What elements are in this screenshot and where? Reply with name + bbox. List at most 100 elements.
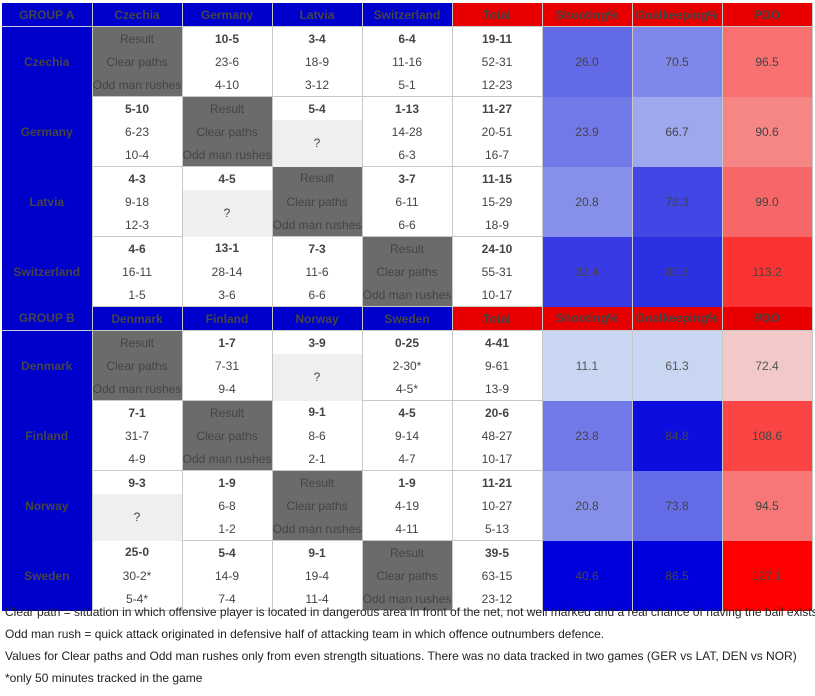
stat-cell: 11-6 — [272, 260, 363, 283]
total-stat-cell: 20-51 — [452, 120, 543, 143]
column-header-3: Switzerland — [362, 3, 453, 27]
stat-cell: 14-9 — [182, 564, 273, 587]
group-title: GROUP B — [2, 306, 93, 331]
stat-cell: 12-3 — [92, 213, 183, 237]
stat-cell: 6-3 — [362, 143, 453, 167]
row-label: Clear paths — [362, 260, 453, 283]
result-cell: 1-9 — [362, 470, 453, 494]
table-row: Odd man rushes 4-10 3-12 5-1 12-23 — [2, 73, 812, 97]
shooting-cell: 40.6 — [542, 540, 633, 611]
pdo-cell: 108.6 — [722, 400, 813, 471]
result-cell: 4-5 — [182, 166, 273, 190]
column-header-1: Finland — [182, 306, 273, 331]
row-label: Result — [272, 166, 363, 190]
row-label: Odd man rushes — [272, 213, 363, 237]
table-row: Odd man rushes 9-4 4-5* 13-9 — [2, 377, 812, 401]
stat-cell: 6-6 — [272, 283, 363, 307]
pdo-cell: 90.6 — [722, 96, 813, 167]
total-stat-cell: 12-23 — [452, 73, 543, 97]
stat-cell: 1-5 — [92, 283, 183, 307]
team-name: Finland — [2, 400, 93, 471]
team-name: Germany — [2, 96, 93, 167]
total-stat-cell: 5-13 — [452, 517, 543, 541]
table-row: Denmark Result 1-7 3-9 0-25 4-41 11.1 61.3 72.4 — [2, 330, 813, 401]
total-result-cell: 11-27 — [452, 96, 543, 120]
result-cell: 7-1 — [92, 400, 183, 424]
stat-cell: 4-10 — [182, 73, 273, 97]
stat-cell: 3-12 — [272, 73, 363, 97]
metric-header-0: Shooting% — [542, 3, 633, 27]
table-row: 1-5 3-6 6-6 Odd man rushes 10-17 — [2, 283, 812, 307]
metric-header-2: PDO — [722, 3, 813, 27]
footnotes: Clear path = situation in which offensiv… — [5, 601, 815, 689]
table-row: 12-3 Odd man rushes 6-6 18-9 — [2, 213, 812, 237]
team-name: Denmark — [2, 330, 93, 401]
stat-cell: 4-11 — [362, 517, 453, 541]
team-name: Latvia — [2, 166, 93, 237]
missing-data-cell: ? — [182, 190, 273, 237]
table-row: 5-4* 7-4 11-4 Odd man rushes 23-12 — [2, 587, 812, 611]
row-label: Result — [92, 26, 183, 50]
stat-cell: 2-1 — [272, 447, 363, 471]
column-header-0: Denmark — [92, 306, 183, 331]
total-stat-cell: 9-61 — [452, 354, 543, 377]
group-title: GROUP A — [2, 3, 93, 27]
goalkeeping-cell: 73.8 — [632, 470, 723, 541]
stat-cell: 6-6 — [362, 213, 453, 237]
shooting-cell: 20.8 — [542, 166, 633, 237]
result-cell: 7-3 — [272, 236, 363, 260]
stat-cell: 7-4 — [182, 587, 273, 611]
row-label: Clear paths — [92, 50, 183, 73]
row-label: Clear paths — [272, 190, 363, 213]
result-cell: 3-4 — [272, 26, 363, 50]
total-result-cell: 19-11 — [452, 26, 543, 50]
table-row: Norway 9-3 1-9 Result 1-9 11-21 20.8 73.8 94.5 — [2, 470, 813, 541]
table-row: 10-4 Odd man rushes 6-3 16-7 — [2, 143, 812, 167]
team-name: Sweden — [2, 540, 93, 611]
row-label: Odd man rushes — [92, 73, 183, 97]
result-cell: 3-9 — [272, 330, 363, 354]
total-header: Total — [452, 306, 543, 331]
goalkeeping-cell: 84.8 — [632, 400, 723, 471]
table-row: Finland 7-1 Result 9-1 4-5 20-6 23.8 84.8 108.6 — [2, 400, 813, 471]
row-label: Odd man rushes — [182, 143, 273, 167]
result-cell: 9-1 — [272, 540, 363, 564]
row-label: Result — [362, 540, 453, 564]
table-row: 16-11 28-14 11-6 Clear paths 55-31 — [2, 260, 812, 283]
result-cell: 10-5 — [182, 26, 273, 50]
goalkeeping-cell: 86.5 — [632, 540, 723, 611]
row-label: Odd man rushes — [272, 517, 363, 541]
team-name: Norway — [2, 470, 93, 541]
result-cell: 5-10 — [92, 96, 183, 120]
shooting-cell: 23.8 — [542, 400, 633, 471]
shooting-cell: 20.8 — [542, 470, 633, 541]
shooting-cell: 23.9 — [542, 96, 633, 167]
note-odd-man-rush: Odd man rush = quick attack originated i… — [5, 627, 605, 641]
result-cell: 6-4 — [362, 26, 453, 50]
missing-data-cell: ? — [92, 494, 183, 541]
total-stat-cell: 18-9 — [452, 213, 543, 237]
table-row: Latvia 4-3 4-5 Result 3-7 11-15 20.8 78.3 99.0 — [2, 166, 813, 237]
column-header-2: Norway — [272, 306, 363, 331]
stat-cell: 4-9 — [92, 447, 183, 471]
table-row: Germany 5-10 Result 5-4 1-13 11-27 23.9 66.7 90.… — [2, 96, 813, 167]
stat-cell: 30-2* — [92, 564, 183, 587]
total-stat-cell: 13-9 — [452, 377, 543, 401]
row-label: Odd man rushes — [362, 587, 453, 611]
row-label: Clear paths — [362, 564, 453, 587]
row-label: Odd man rushes — [362, 283, 453, 307]
total-stat-cell: 52-31 — [452, 50, 543, 73]
stat-cell: 10-4 — [92, 143, 183, 167]
result-cell: 9-3 — [92, 470, 183, 494]
total-stat-cell: 63-15 — [452, 564, 543, 587]
total-stat-cell: 16-7 — [452, 143, 543, 167]
total-result-cell: 24-10 — [452, 236, 543, 260]
stat-cell: 18-9 — [272, 50, 363, 73]
pdo-cell: 94.5 — [722, 470, 813, 541]
metric-header-1: Goalkeeping% — [632, 3, 723, 27]
shooting-cell: 11.1 — [542, 330, 633, 401]
column-header-0: Czechia — [92, 3, 183, 27]
table-row: 30-2* 14-9 19-4 Clear paths 63-15 — [2, 564, 812, 587]
pdo-cell: 72.4 — [722, 330, 813, 401]
